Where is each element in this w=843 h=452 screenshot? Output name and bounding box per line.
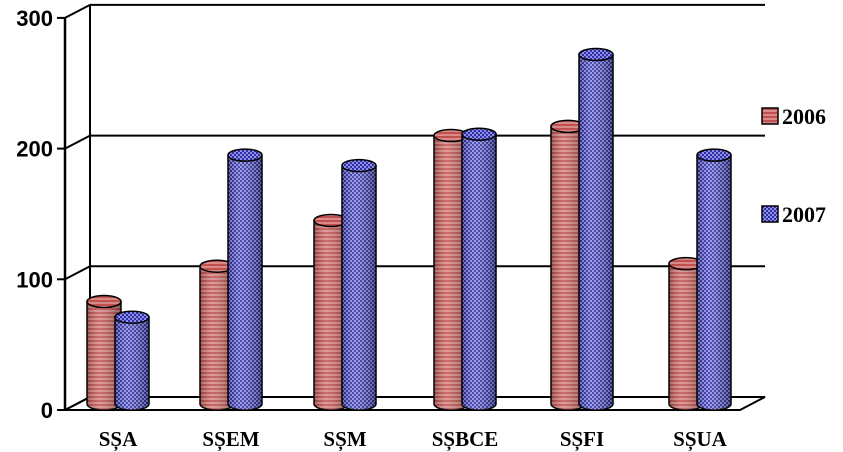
bar-shade bbox=[669, 263, 703, 410]
bar-top bbox=[341, 158, 377, 173]
bar-top bbox=[578, 47, 614, 62]
x-tick-label: SȘA bbox=[99, 427, 138, 452]
legend-label: 2006 bbox=[782, 104, 826, 129]
bar bbox=[313, 213, 349, 411]
bar-shade bbox=[462, 134, 496, 410]
bar-shade bbox=[579, 54, 613, 410]
bar-shade bbox=[697, 155, 731, 410]
x-tick-label: SȘBCE bbox=[432, 427, 499, 452]
gridline-connector bbox=[64, 4, 91, 19]
legend-label: 2007 bbox=[782, 202, 826, 227]
bar-shade bbox=[342, 165, 376, 410]
y-tick-label: 200 bbox=[16, 137, 53, 162]
x-tick-label: SȘM bbox=[323, 427, 366, 452]
bar-shade bbox=[434, 135, 468, 410]
bars bbox=[86, 47, 732, 411]
legend-swatch bbox=[761, 205, 779, 223]
gridline-connector bbox=[64, 134, 91, 150]
bar bbox=[696, 148, 732, 411]
bar-shade bbox=[115, 317, 149, 410]
floor bbox=[64, 396, 766, 411]
bar bbox=[227, 148, 263, 411]
bar-shade bbox=[314, 220, 348, 410]
y-tick-label: 300 bbox=[16, 6, 53, 31]
x-tick-label: SȘUA bbox=[673, 427, 728, 452]
axes bbox=[57, 4, 766, 411]
bar bbox=[114, 310, 150, 411]
bar-top bbox=[114, 310, 150, 324]
bar bbox=[550, 119, 586, 411]
legend-swatch bbox=[761, 107, 779, 125]
bar-top bbox=[227, 148, 263, 162]
gridline-connector bbox=[64, 265, 91, 281]
y-tick-label: 100 bbox=[16, 267, 53, 292]
gridlines bbox=[64, 3, 765, 411]
bar-shade bbox=[228, 155, 262, 410]
bar bbox=[668, 256, 704, 411]
bar-top bbox=[696, 148, 732, 162]
bar-shade bbox=[87, 301, 121, 410]
bar bbox=[578, 47, 614, 411]
bar-shade bbox=[551, 126, 585, 411]
legend: 2006 2007 bbox=[761, 104, 826, 227]
bar-top bbox=[86, 294, 122, 309]
bar bbox=[199, 259, 235, 411]
y-tick-label: 0 bbox=[41, 398, 53, 423]
bar bbox=[461, 127, 497, 411]
labels: 0 100 200 300 SȘA SȘEM SȘM SȘBCE SȘFI SȘUA bbox=[16, 6, 727, 452]
x-tick-label: SȘFI bbox=[560, 427, 604, 452]
bar-top bbox=[461, 127, 497, 141]
bar bbox=[433, 128, 469, 411]
bar bbox=[341, 158, 377, 411]
bar-shade bbox=[200, 266, 234, 410]
x-tick-label: SȘEM bbox=[202, 427, 259, 452]
